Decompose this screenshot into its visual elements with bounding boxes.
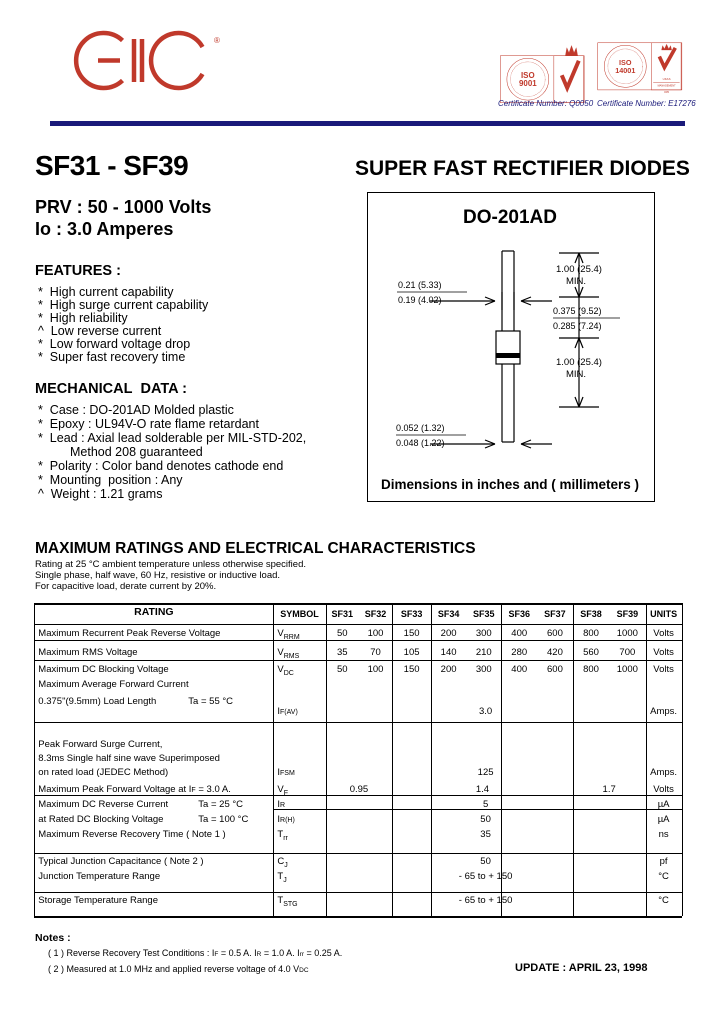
svg-text:0.285 (7.24): 0.285 (7.24) [553, 321, 602, 331]
svg-text:0.19 (4.02): 0.19 (4.02) [398, 295, 442, 305]
svg-text:MANAGEMENT: MANAGEMENT [658, 84, 676, 87]
svg-text:14001: 14001 [615, 66, 635, 75]
svg-text:1.00 (25.4): 1.00 (25.4) [556, 264, 602, 275]
svg-text:1.00 (25.4): 1.00 (25.4) [556, 357, 602, 368]
svg-text:0.052 (1.32): 0.052 (1.32) [396, 423, 445, 433]
svg-text:MIN.: MIN. [566, 369, 586, 380]
svg-text:0.21 (5.33): 0.21 (5.33) [398, 280, 442, 290]
svg-text:0.375 (9.52): 0.375 (9.52) [553, 306, 602, 316]
svg-text:UKAS: UKAS [663, 77, 671, 81]
svg-text:®: ® [214, 36, 220, 45]
svg-text:005: 005 [664, 90, 669, 94]
svg-text:0.048 (1.22): 0.048 (1.22) [396, 438, 445, 448]
svg-text:9001: 9001 [519, 79, 537, 88]
svg-text:MIN.: MIN. [566, 276, 586, 287]
